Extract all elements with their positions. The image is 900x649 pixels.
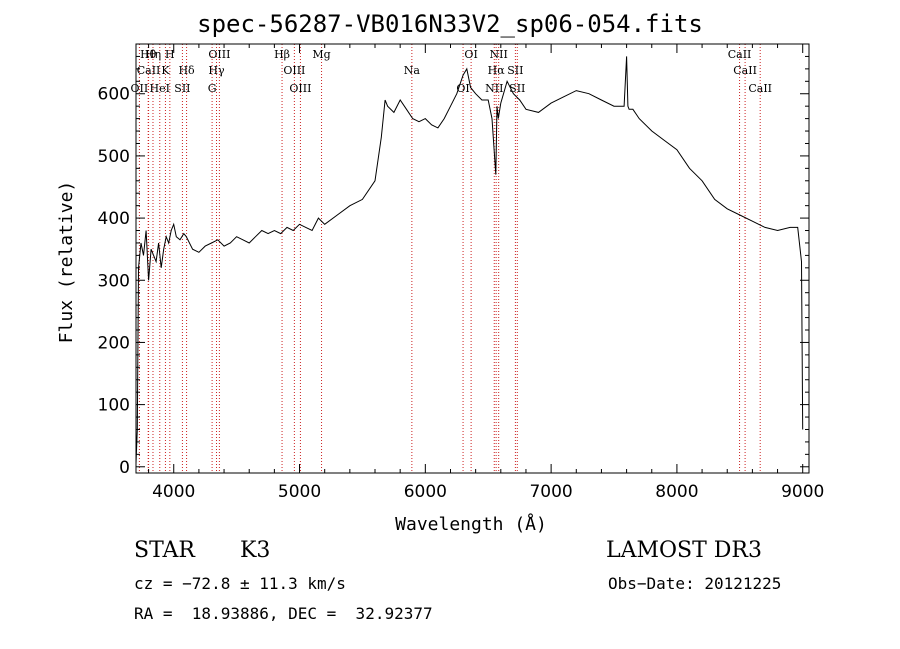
y-tick-label: 0 (119, 458, 130, 478)
object-class: STAR (134, 538, 195, 563)
line-marker-labels: Hθ CaII OII HηK HeI HHδ SII OIII Hγ G Hβ OIII OIII Mg… (131, 48, 772, 95)
y-tick-label: 600 (98, 85, 130, 105)
marker-line-label: OI (464, 48, 477, 61)
marker-line-label: CaII (137, 64, 161, 77)
ra-dec-coordinates: RA = 18.93886, DEC = 32.92377 (134, 604, 433, 623)
marker-line-label: Hθ (140, 48, 157, 61)
axis-tick-labels: 4000 5000 6000 7000 8000 9000 0 100 200 300 400 500… (98, 85, 825, 502)
marker-line-label: Mg (312, 48, 330, 61)
marker-line-label: Na (404, 64, 421, 77)
marker-line-label: OII (131, 82, 149, 95)
marker-line-label: H (165, 48, 175, 61)
line-markers (138, 44, 761, 473)
y-axis-label: Flux (relative) (56, 181, 77, 344)
marker-line-label: NII (490, 48, 508, 61)
object-subclass: K3 (240, 538, 271, 563)
marker-line-label: Hα (488, 64, 506, 77)
marker-line-label: SII (507, 64, 523, 77)
x-tick-label: 9000 (781, 482, 824, 502)
y-tick-label: 500 (98, 147, 130, 167)
observation-date: Obs−Date: 20121225 (608, 574, 782, 593)
marker-line-label: Hη (145, 48, 161, 61)
marker-line-label: G (208, 82, 217, 95)
redshift-velocity: cz = −72.8 ± 11.3 km/s (134, 574, 346, 593)
marker-line-label: SII (174, 82, 190, 95)
marker-line-label: CaII (748, 82, 772, 95)
marker-line-label: CaII (728, 48, 752, 61)
x-tick-label: 6000 (404, 482, 447, 502)
marker-line-label: Hδ (178, 64, 195, 77)
marker-line-label: OIII (208, 48, 230, 61)
y-tick-label: 400 (98, 209, 130, 229)
y-tick-label: 100 (98, 396, 130, 416)
x-tick-label: 8000 (655, 482, 698, 502)
chart-title: spec-56287-VB016N33V2_sp06-054.fits (197, 10, 703, 38)
marker-line-label: HeI (150, 82, 170, 95)
marker-line-label: NII (485, 82, 503, 95)
x-tick-label: 4000 (152, 482, 195, 502)
spectrum-line (135, 56, 804, 464)
marker-line-label: CaII (733, 64, 757, 77)
x-tick-label: 5000 (278, 482, 321, 502)
x-tick-label: 7000 (529, 482, 572, 502)
survey-name: LAMOST DR3 (606, 538, 762, 563)
marker-line-label: OIII (289, 82, 311, 95)
axis-ticks (136, 44, 809, 473)
y-tick-label: 200 (98, 333, 130, 353)
marker-line-label: OIII (283, 64, 305, 77)
y-tick-label: 300 (98, 271, 130, 291)
marker-line-label: Hγ (208, 64, 225, 77)
marker-line-label: K (161, 64, 170, 77)
plot-frame (135, 43, 810, 474)
marker-line-label: SII (509, 82, 525, 95)
marker-line-label: Hβ (274, 48, 290, 61)
x-axis-label: Wavelength (Å) (395, 513, 547, 535)
